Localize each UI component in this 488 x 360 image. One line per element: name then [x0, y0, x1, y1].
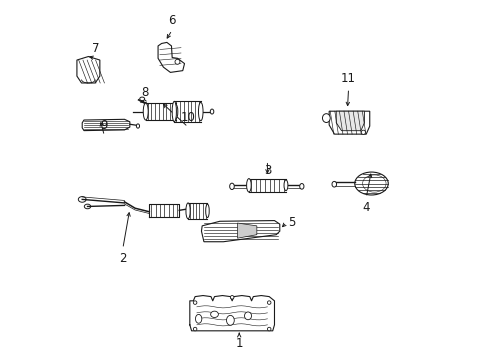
Ellipse shape	[210, 311, 218, 318]
Text: 11: 11	[340, 72, 355, 85]
Circle shape	[193, 327, 197, 331]
Ellipse shape	[284, 180, 287, 191]
Ellipse shape	[173, 104, 178, 119]
Polygon shape	[201, 221, 279, 242]
Polygon shape	[328, 111, 369, 134]
Text: 2: 2	[119, 252, 126, 265]
Ellipse shape	[226, 315, 234, 325]
Text: 1: 1	[235, 337, 243, 350]
Text: 7: 7	[91, 42, 99, 55]
Ellipse shape	[244, 312, 251, 320]
Circle shape	[230, 296, 233, 299]
Circle shape	[361, 130, 365, 134]
Text: 8: 8	[141, 86, 148, 99]
Text: 6: 6	[168, 14, 176, 27]
Text: 5: 5	[288, 216, 295, 229]
Polygon shape	[82, 119, 130, 131]
Ellipse shape	[136, 124, 139, 128]
Ellipse shape	[172, 101, 176, 122]
Polygon shape	[336, 111, 364, 131]
Ellipse shape	[78, 197, 86, 202]
Circle shape	[175, 59, 180, 64]
Ellipse shape	[140, 97, 144, 100]
Ellipse shape	[143, 103, 148, 120]
Polygon shape	[237, 223, 256, 238]
Text: 9: 9	[101, 120, 108, 132]
Ellipse shape	[84, 204, 90, 209]
Polygon shape	[189, 296, 274, 331]
Ellipse shape	[198, 102, 203, 121]
Text: 10: 10	[180, 111, 195, 123]
Text: 4: 4	[362, 201, 369, 214]
Ellipse shape	[322, 114, 329, 122]
Polygon shape	[77, 57, 100, 83]
Ellipse shape	[229, 183, 234, 189]
Text: 3: 3	[263, 164, 270, 177]
Ellipse shape	[246, 179, 251, 192]
Ellipse shape	[331, 181, 336, 187]
Ellipse shape	[210, 109, 213, 114]
Polygon shape	[158, 42, 184, 72]
Circle shape	[193, 301, 197, 304]
Ellipse shape	[195, 314, 202, 323]
Ellipse shape	[185, 203, 190, 219]
Ellipse shape	[205, 204, 209, 217]
Ellipse shape	[299, 184, 304, 189]
Circle shape	[267, 327, 270, 331]
Circle shape	[267, 301, 270, 304]
